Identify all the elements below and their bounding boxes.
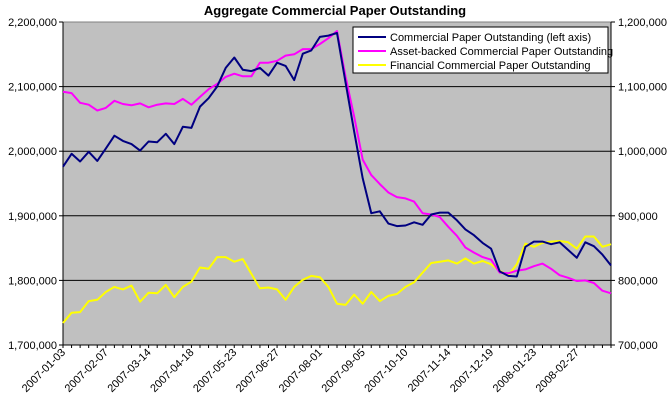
x-tick-label: 2007-09-05 xyxy=(320,347,368,395)
right-tick-label: 1,200,000 xyxy=(618,17,667,29)
x-tick-label: 2007-05-23 xyxy=(191,347,239,395)
x-tick-label: 2008-02-27 xyxy=(534,347,582,395)
series-line-3 xyxy=(62,235,612,324)
x-tick-label: 2007-12-19 xyxy=(448,347,496,395)
left-y-axis: 1,700,000 1,800,000 1,900,000 2,000,000 2,10… xyxy=(8,17,64,352)
legend-label: Financial Commercial Paper Outstanding xyxy=(390,60,591,72)
grid-lines xyxy=(63,86,611,281)
right-tick-label: 1,000,000 xyxy=(618,146,667,158)
x-tick-label: 2007-10-10 xyxy=(362,347,410,395)
x-tick-label: 2007-08-01 xyxy=(277,347,325,395)
series-line-2 xyxy=(62,30,612,295)
right-tick-label: 700,000 xyxy=(618,340,658,352)
left-tick-label: 1,800,000 xyxy=(8,275,57,287)
x-tick-label: 2008-01-23 xyxy=(491,347,539,395)
x-tick-label: 2007-03-14 xyxy=(105,347,153,395)
legend-label: Commercial Paper Outstanding (left axis) xyxy=(390,32,591,44)
chart-title: Aggregate Commercial Paper Outstanding xyxy=(204,3,466,18)
left-tick-label: 1,700,000 xyxy=(8,340,57,352)
left-tick-label: 1,900,000 xyxy=(8,211,57,223)
left-tick-label: 2,100,000 xyxy=(8,82,57,94)
x-tick-label: 2007-11-14 xyxy=(406,347,454,395)
right-tick-label: 800,000 xyxy=(618,275,658,287)
legend-box xyxy=(352,26,609,74)
plot-area xyxy=(62,21,612,346)
right-tick-label: 1,100,000 xyxy=(618,82,667,94)
x-tick-label: 2007-04-18 xyxy=(148,347,196,395)
x-axis: 2007-01-032007-02-072007-03-142007-04-18… xyxy=(20,344,612,395)
x-tick-label: 2007-01-03 xyxy=(20,347,68,395)
legend: Commercial Paper Outstanding (left axis)… xyxy=(352,26,613,74)
left-tick-label: 2,200,000 xyxy=(8,17,57,29)
right-tick-label: 900,000 xyxy=(618,211,658,223)
right-y-axis: 700,000 800,000 900,000 1,000,000 1,100,000 1… xyxy=(610,17,667,352)
left-tick-label: 2,000,000 xyxy=(8,146,57,158)
legend-label: Asset-backed Commercial Paper Outstandin… xyxy=(390,46,613,58)
series-lines xyxy=(62,30,612,324)
x-tick-label: 2007-02-07 xyxy=(63,347,111,395)
x-tick-label: 2007-06-27 xyxy=(234,347,282,395)
series-line-1 xyxy=(62,32,612,278)
